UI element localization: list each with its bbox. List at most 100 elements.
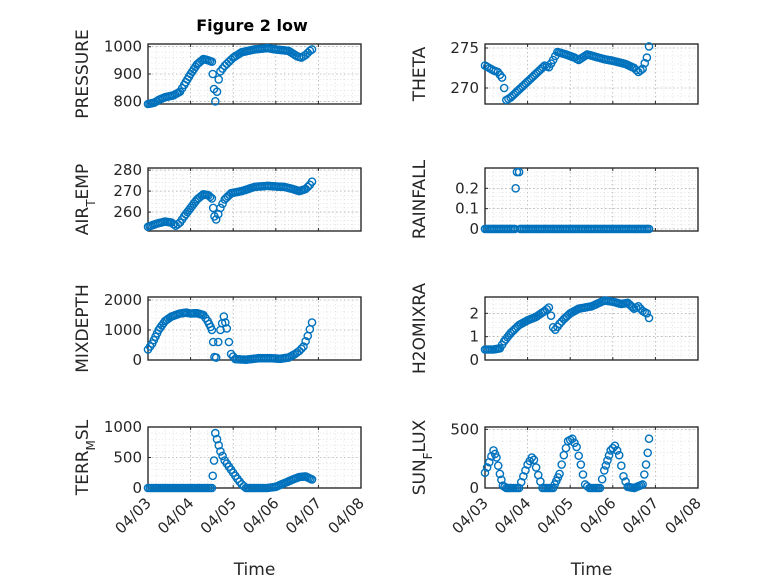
data-point: [226, 349, 236, 359]
figure-title: Figure 2 low: [196, 16, 308, 35]
plot-area: [147, 296, 362, 361]
x-tick-label: 04/03: [112, 494, 155, 537]
subplot-1: 800 900 1000 PRESSURE: [73, 29, 362, 119]
y-tick-label: 0.1: [455, 200, 479, 218]
y-tick-label: 260: [113, 203, 142, 221]
data-point: [568, 434, 577, 444]
x-tick-label: 04/06: [239, 494, 282, 537]
x-tick-label: 04/05: [197, 494, 240, 537]
data-point: [301, 336, 310, 346]
data-point: [219, 312, 229, 321]
data-point: [492, 453, 501, 462]
data-point: [208, 69, 218, 79]
data-point: [211, 96, 220, 106]
y-tick-label: 270: [450, 79, 479, 97]
xlabel: Time: [233, 560, 276, 580]
subplot-8: 0 500 SUNFLUX 04/03 04/04 04/05 04/06 04/07 04/0…: [410, 419, 705, 580]
data-point: [208, 337, 218, 347]
data-point: [557, 460, 566, 469]
y-tick-label: 900: [113, 65, 142, 83]
x-tick-label: 04/08: [325, 494, 368, 537]
plot-border: [484, 296, 699, 361]
data-point: [307, 45, 317, 54]
data-point: [636, 66, 645, 75]
data-point: [216, 203, 225, 213]
data-point: [212, 87, 222, 97]
ylabel-3-sub: T: [84, 199, 98, 208]
y-tick-label: 275: [450, 39, 479, 57]
data-point: [544, 303, 554, 312]
data-point: [644, 42, 654, 51]
data-point: [493, 461, 503, 471]
data-point: [610, 441, 620, 451]
data-point: [207, 57, 217, 67]
y-tick-label: 0: [469, 479, 479, 497]
y-tick-label: 280: [113, 161, 142, 179]
data-point: [499, 83, 509, 93]
x-tick-label: 04/03: [449, 494, 492, 537]
subplot-4: 0 0.1 0.2 RAINFALL: [410, 159, 699, 239]
data-point: [495, 469, 505, 479]
data-point: [546, 311, 556, 320]
y-tick-label: 2: [469, 304, 479, 322]
data-point: [207, 483, 217, 493]
data-point: [644, 434, 654, 444]
x-tick-label: 04/04: [154, 494, 197, 537]
data-point: [614, 450, 624, 460]
data-point: [555, 319, 564, 329]
data-point: [299, 342, 308, 351]
data-point: [208, 471, 218, 481]
data-point: [538, 62, 548, 72]
data-point: [497, 475, 506, 485]
data-point: [218, 199, 227, 208]
ylabel-7-part: SL: [73, 419, 93, 440]
plot-border: [484, 43, 699, 105]
data-point: [222, 324, 232, 333]
data-point: [482, 463, 492, 472]
data-point: [514, 167, 524, 177]
x-tick-label: 04/04: [491, 494, 534, 537]
data-point: [497, 73, 507, 82]
ylabel-7: TERRMSL: [73, 419, 98, 496]
subplot-5: 0 1000 2000 MIXDEPTH: [73, 284, 362, 373]
data-point: [211, 428, 220, 438]
data-point: [221, 318, 230, 327]
plot-border: [147, 167, 362, 232]
data-point: [603, 456, 612, 465]
data-point: [570, 438, 579, 448]
data-point: [642, 53, 652, 62]
ylabel-3: AIRTEMP: [73, 164, 98, 235]
data-point: [572, 442, 581, 452]
data-point: [529, 455, 539, 465]
data-point: [644, 313, 654, 323]
data-point: [307, 177, 317, 186]
data-point: [601, 461, 611, 470]
ylabel-7-part: TERR: [73, 450, 93, 496]
data-point: [599, 466, 609, 475]
y-tick-label: 0: [132, 479, 142, 497]
data-point: [641, 460, 651, 469]
y-tick-label: 1: [469, 328, 479, 346]
data-point: [224, 337, 234, 347]
ylabel-8: SUNFLUX: [410, 419, 435, 495]
ylabel-8-sub: F: [421, 452, 435, 459]
x-tick-label: 04/07: [282, 494, 325, 537]
plot-area: [484, 167, 699, 232]
ylabel-8-part: LUX: [410, 419, 430, 452]
data-point: [644, 224, 654, 234]
data-point: [303, 182, 313, 192]
data-point: [634, 302, 643, 311]
data-point: [212, 434, 222, 444]
y-tick-label: 0: [469, 220, 479, 238]
data-point: [216, 447, 225, 456]
data-point: [207, 194, 217, 203]
y-tick-label: 0: [132, 351, 142, 369]
data-point: [205, 192, 215, 202]
data-point: [597, 474, 607, 484]
y-tick-label: 270: [113, 182, 142, 200]
data-point: [214, 75, 224, 84]
data-point: [173, 219, 183, 229]
data-point: [548, 323, 558, 332]
data-point: [213, 337, 223, 347]
